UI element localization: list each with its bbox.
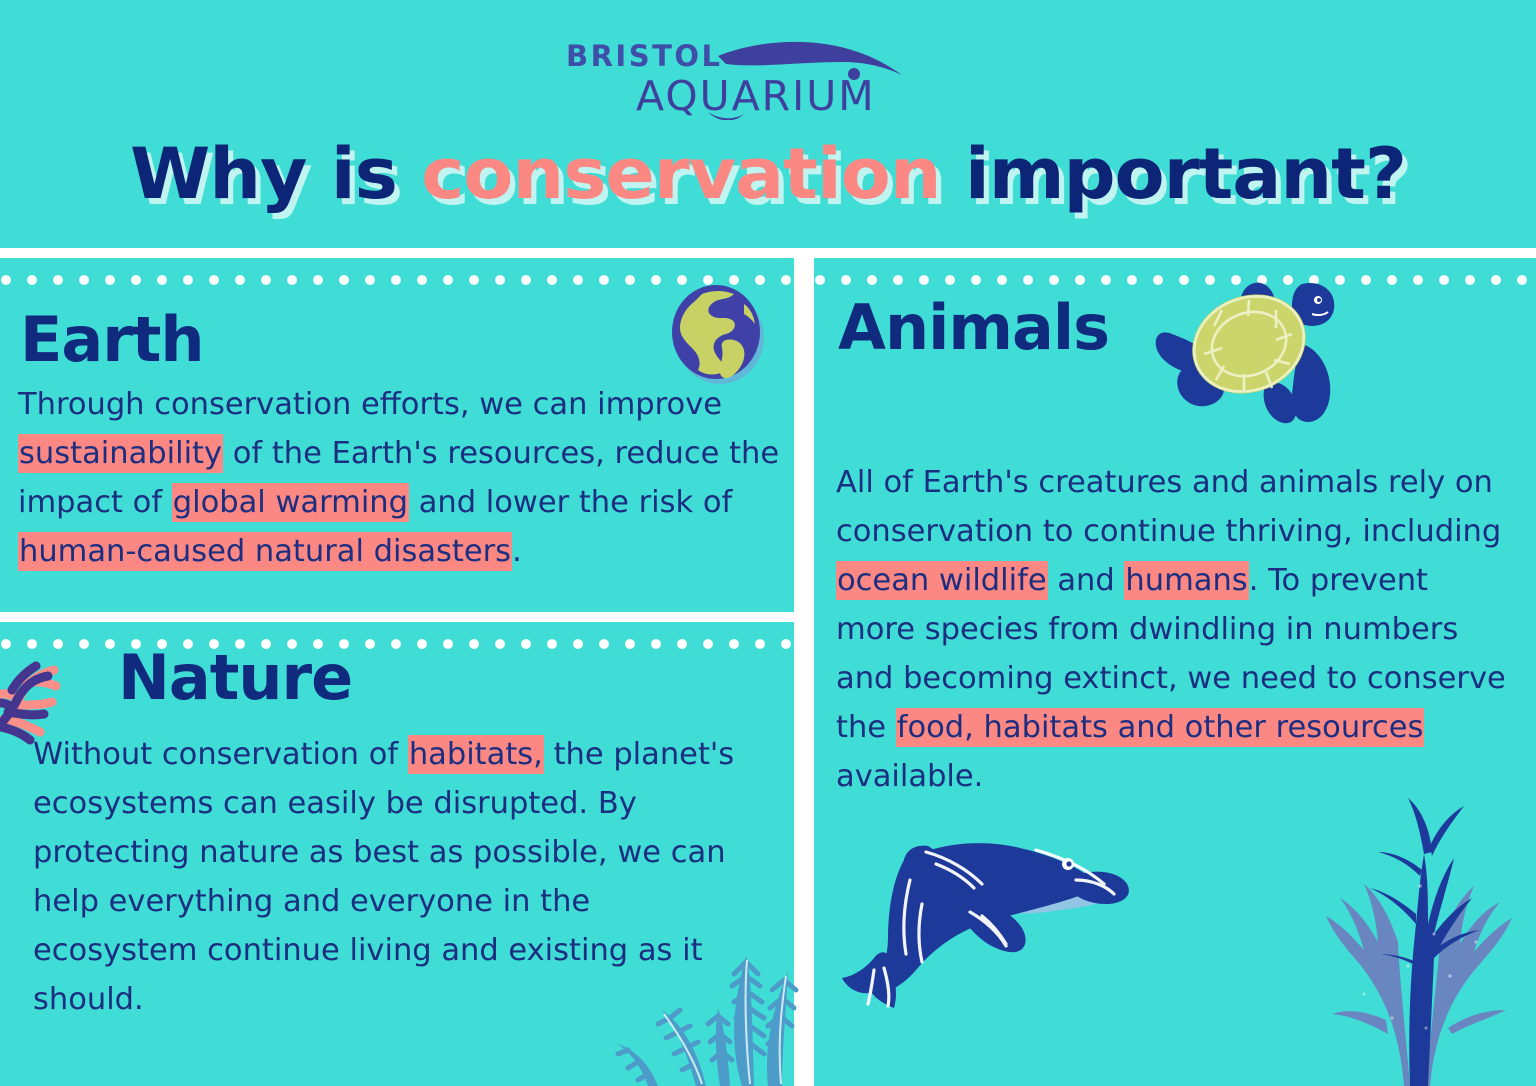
highlighted-phrase: sustainability <box>18 434 224 473</box>
text-run: . <box>512 534 522 569</box>
header-band: BRISTOL AQUARIUM Why is conservation imp… <box>0 0 1536 248</box>
dotted-rule <box>0 274 794 286</box>
text-run: the planet's ecosystems can easily be di… <box>33 737 735 1017</box>
text-run: Through conservation efforts, we can imp… <box>18 387 723 422</box>
text-run: available. <box>836 759 984 794</box>
heading-nature: Nature <box>118 641 353 714</box>
dotted-rule <box>814 274 1536 286</box>
dotted-rule <box>0 638 794 650</box>
logo-artwork: BRISTOL AQUARIUM <box>566 39 902 121</box>
body-text-nature: Without conservation of habitats, the pl… <box>33 730 763 1024</box>
heading-animals: Animals <box>838 291 1110 364</box>
text-run: and lower the risk of <box>409 485 733 520</box>
svg-text:BRISTOL: BRISTOL <box>566 39 723 73</box>
highlighted-phrase: human-caused natural disasters <box>18 532 513 571</box>
title-segment-3: important? <box>940 133 1407 215</box>
text-run: All of Earth's creatures and animals rel… <box>836 465 1502 549</box>
text-run: . To prevent more species from dwindling… <box>836 563 1506 745</box>
highlighted-phrase: ocean wildlife <box>836 561 1048 600</box>
bristol-aquarium-logo: BRISTOL AQUARIUM <box>558 34 978 121</box>
panel-animals: Animals All of Earth's creatures and ani… <box>814 258 1536 1086</box>
text-run: of the Earth's resources, reduce the imp… <box>18 436 780 520</box>
panel-nature: Nature Without conservation of habitats,… <box>0 622 794 1086</box>
highlighted-phrase: global warming <box>171 483 409 522</box>
fish-swoosh-icon <box>718 41 902 75</box>
highlighted-phrase: habitats, <box>407 735 544 774</box>
body-text-earth: Through conservation efforts, we can imp… <box>18 380 790 576</box>
panel-earth: Earth Through conservation efforts, we c… <box>0 258 794 612</box>
body-text-animals: All of Earth's creatures and animals rel… <box>836 458 1512 801</box>
highlighted-phrase: food, habitats and other resources <box>895 708 1425 747</box>
svg-text:AQUARIUM: AQUARIUM <box>636 72 876 120</box>
highlighted-phrase: humans <box>1124 561 1249 600</box>
text-run: Without conservation of <box>33 737 408 772</box>
heading-earth: Earth <box>20 303 205 376</box>
title-segment-1: Why is <box>129 133 422 215</box>
title-segment-highlight: conservation <box>421 133 941 215</box>
text-run: and <box>1047 563 1125 598</box>
page-title: Why is conservation important? <box>0 126 1536 222</box>
